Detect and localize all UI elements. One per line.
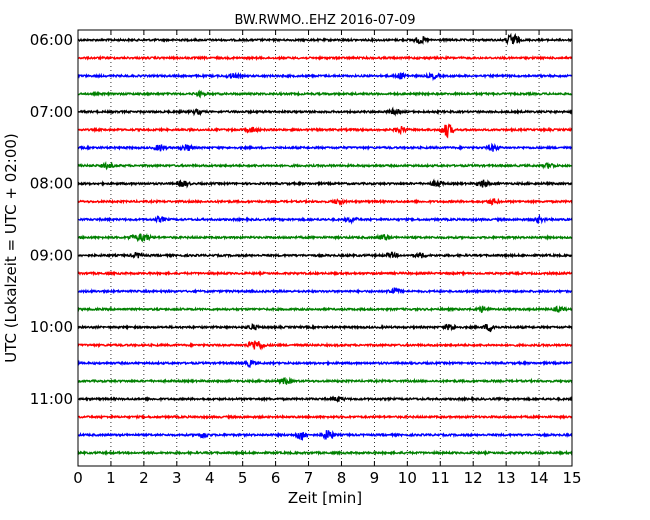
trace-line (77, 340, 573, 351)
trace-line (77, 429, 573, 441)
x-tick-label: 15 (562, 469, 581, 487)
plot-frame (77, 29, 573, 467)
y-tick-label: 08:00 (30, 175, 73, 193)
x-axis-label: Zeit [min] (288, 489, 362, 507)
trace-line (77, 413, 573, 421)
trace-line (77, 142, 573, 152)
trace-line (77, 395, 573, 403)
y-tick-label: 06:00 (30, 31, 73, 49)
trace-line (77, 449, 573, 457)
x-tick-label: 11 (431, 469, 450, 487)
x-axis-ticks: 0 1 2 3 4 5 6 7 8 9 10 11 12 13 14 15 (73, 30, 582, 487)
y-tick-label: 10:00 (30, 318, 73, 336)
trace-line (77, 323, 573, 333)
x-tick-label: 5 (238, 469, 248, 487)
traces (77, 32, 573, 457)
trace-line (77, 270, 573, 277)
x-tick-label: 3 (172, 469, 182, 487)
trace-line (77, 251, 573, 260)
x-tick-label: 0 (73, 469, 83, 487)
x-tick-label: 12 (464, 469, 483, 487)
x-tick-label: 8 (337, 469, 347, 487)
x-tick-label: 6 (271, 469, 281, 487)
x-tick-label: 14 (530, 469, 549, 487)
trace-line (77, 213, 573, 225)
x-tick-label: 4 (205, 469, 215, 487)
x-tick-label: 7 (304, 469, 314, 487)
trace-line (77, 89, 573, 99)
y-tick-label: 09:00 (30, 246, 73, 264)
x-tick-label: 10 (398, 469, 417, 487)
trace-line (77, 286, 573, 295)
trace-line (77, 32, 573, 46)
trace-line (77, 160, 573, 171)
trace-line (77, 305, 573, 314)
trace-line (77, 197, 573, 207)
trace-line (77, 106, 573, 117)
trace-line (77, 178, 573, 189)
y-axis-ticks: 06:00 07:00 08:00 09:00 10:00 11:00 (30, 31, 572, 408)
trace-line (77, 71, 573, 82)
y-axis-label: UTC (Lokalzeit = UTC + 02:00) (2, 133, 20, 363)
x-tick-label: 9 (370, 469, 380, 487)
y-tick-label: 11:00 (30, 390, 73, 408)
trace-line (77, 359, 573, 369)
chart-title: BW.RWMO..EHZ 2016-07-09 (234, 13, 415, 28)
x-tick-label: 1 (106, 469, 116, 487)
x-tick-label: 2 (139, 469, 149, 487)
trace-line (77, 232, 573, 243)
trace-line (77, 123, 573, 139)
trace-line (77, 376, 573, 386)
x-tick-label: 13 (497, 469, 516, 487)
trace-line (77, 54, 573, 62)
grid-lines (110, 30, 540, 466)
y-tick-label: 07:00 (30, 103, 73, 121)
